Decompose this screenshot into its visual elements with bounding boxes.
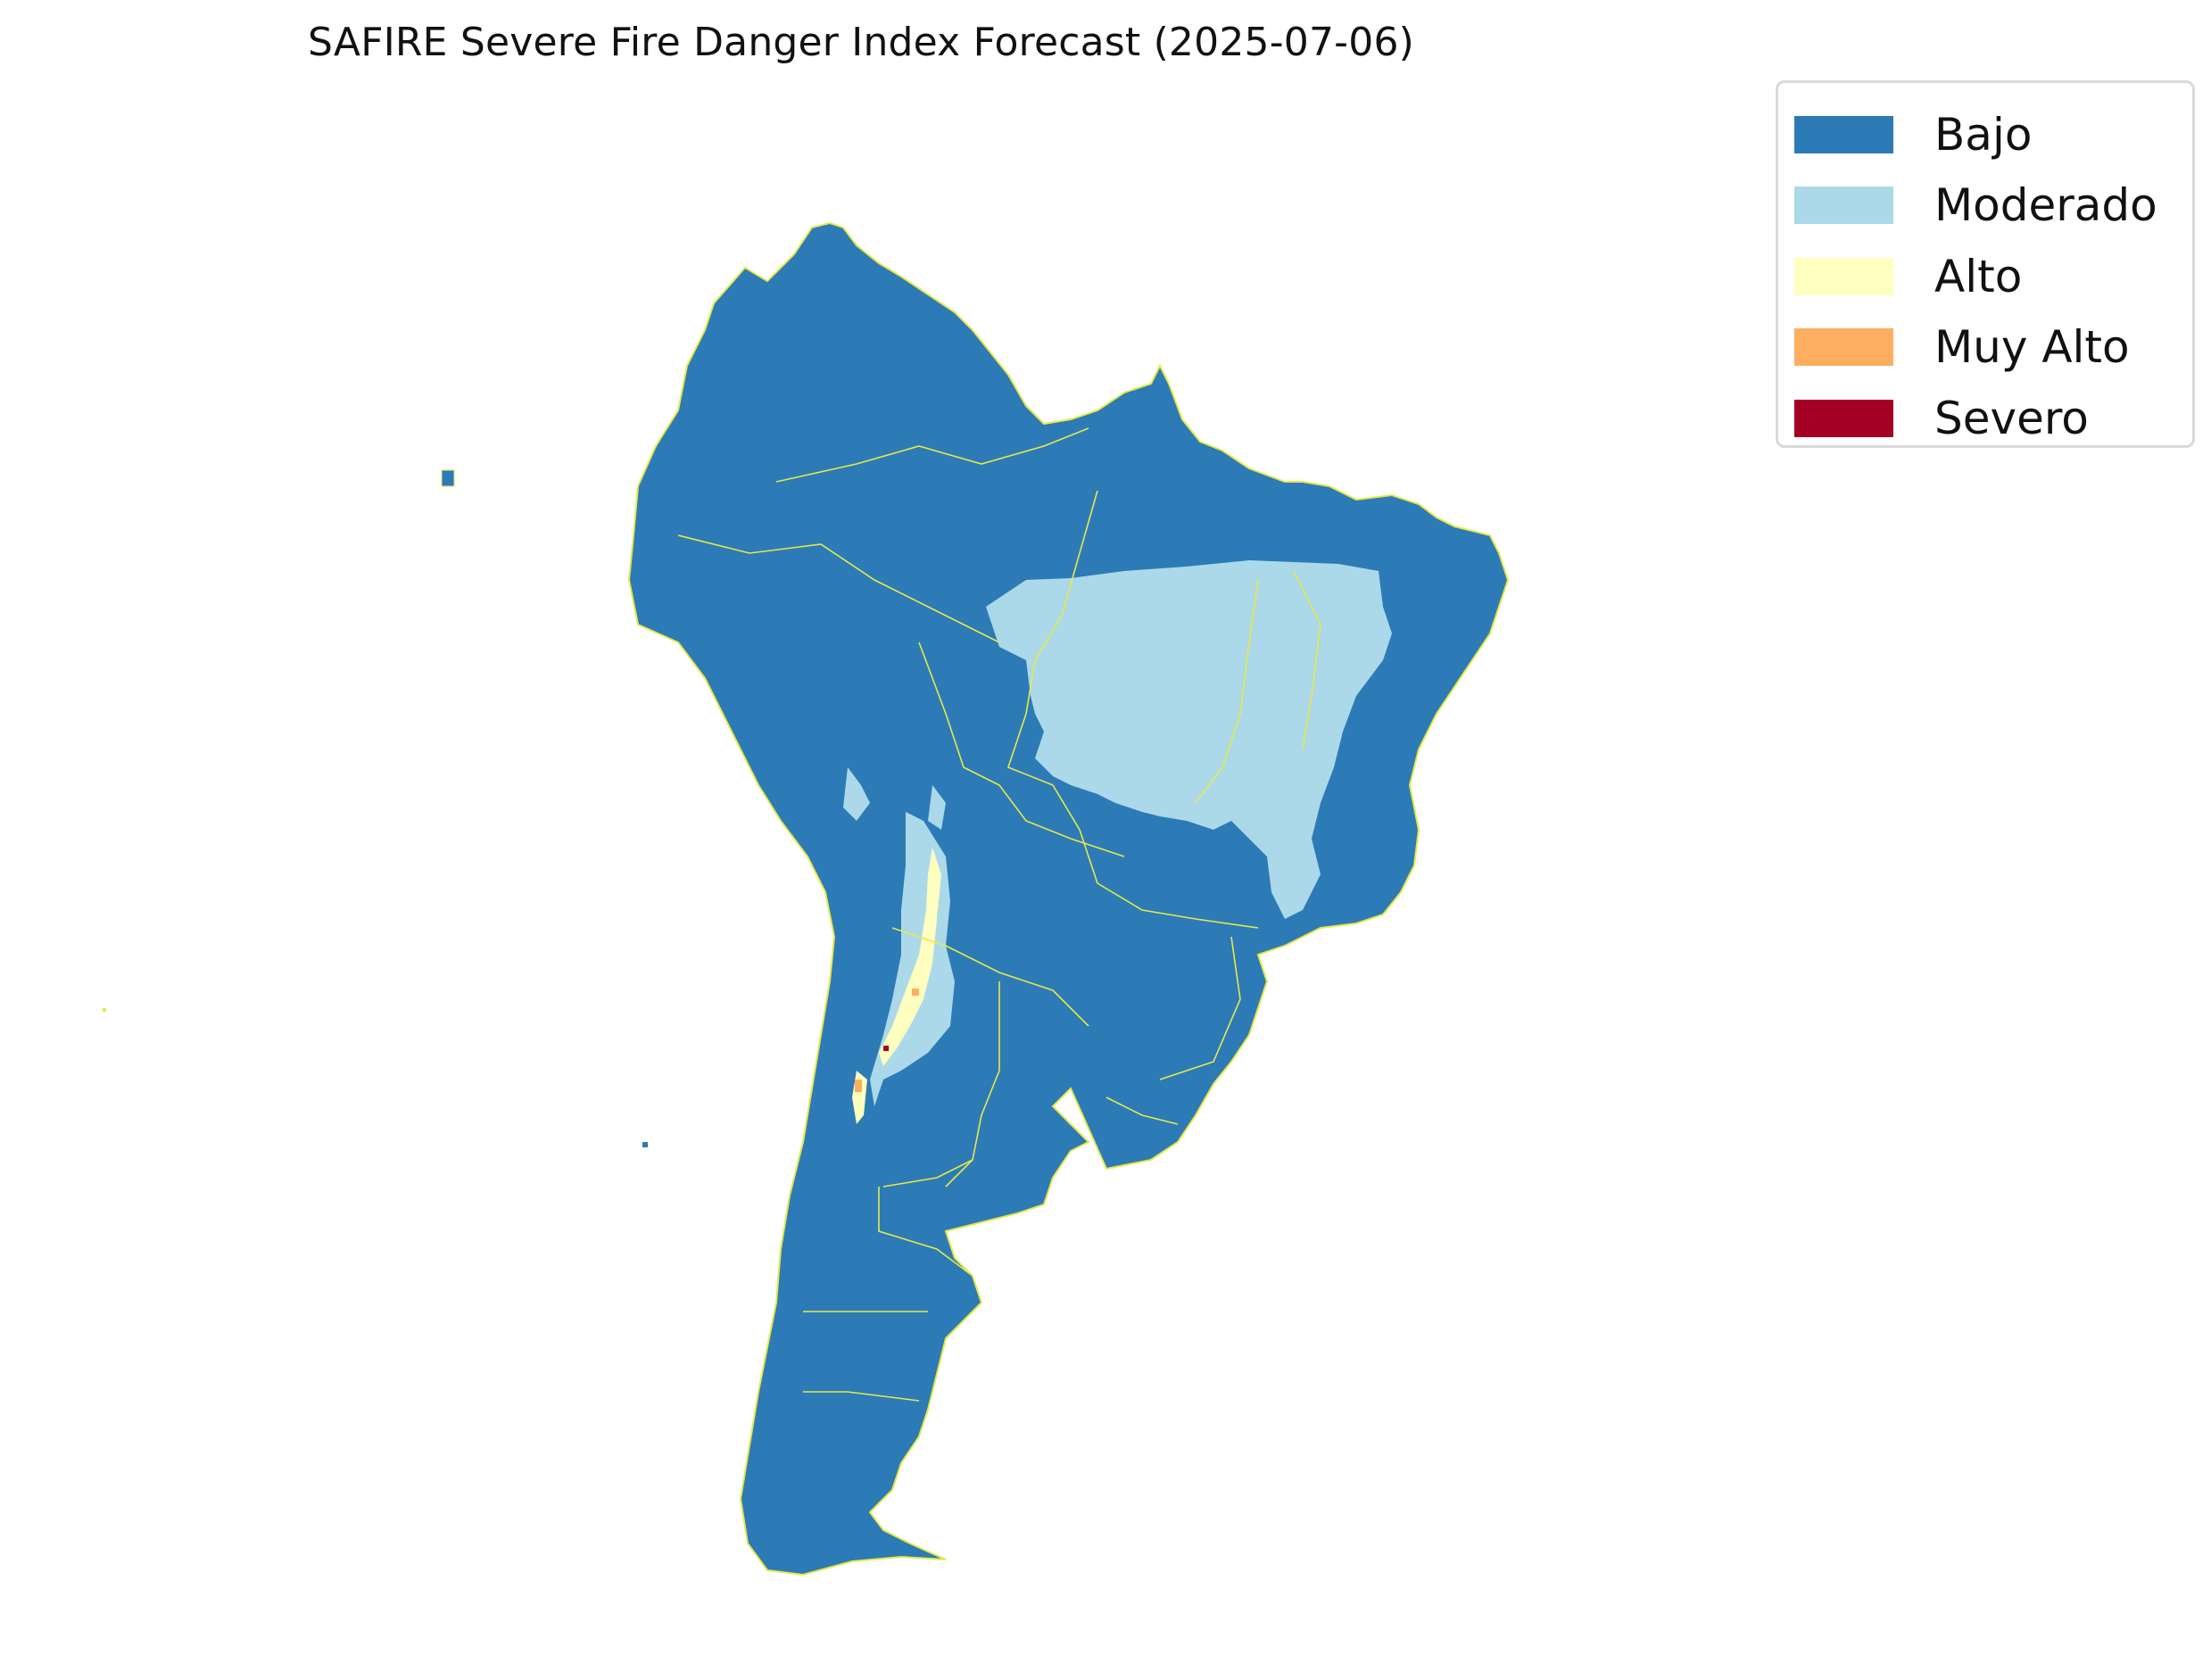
island-speck [103,1008,106,1012]
fire-danger-map [103,221,1510,1577]
boundary-lines [677,427,1321,1402]
moderado-andes-patch [928,785,946,830]
legend-swatch-severo [1794,399,1893,437]
legend-item-alto: Alto [1794,241,2192,312]
muy-alto-cell [855,1080,862,1092]
island-speck [441,469,455,487]
legend-label: Severo [1934,392,2089,444]
legend: Bajo Moderado Alto Muy Alto Severo [1776,80,2195,448]
severo-cell [883,1046,889,1051]
legend-swatch-muy-alto [1794,328,1893,367]
legend-item-muy-alto: Muy Alto [1794,312,2192,384]
legend-item-bajo: Bajo [1794,99,2192,170]
legend-label: Muy Alto [1934,321,2130,374]
moderado-andes-patch [843,767,870,821]
legend-item-moderado: Moderado [1794,170,2192,242]
legend-swatch-alto [1794,257,1893,295]
legend-swatch-bajo [1794,115,1893,153]
legend-item-severo: Severo [1794,383,2192,454]
alto-streak [879,848,941,1066]
legend-swatch-moderado [1794,186,1893,225]
legend-label: Moderado [1934,179,2157,232]
continent-landmass [627,221,1510,1577]
muy-alto-cell [912,989,919,996]
moderado-zone [986,560,1392,919]
map-title: SAFIRE Severe Fire Danger Index Forecast… [307,20,1415,65]
island-speck [642,1142,648,1147]
legend-label: Alto [1934,250,2023,302]
legend-label: Bajo [1934,108,2033,161]
